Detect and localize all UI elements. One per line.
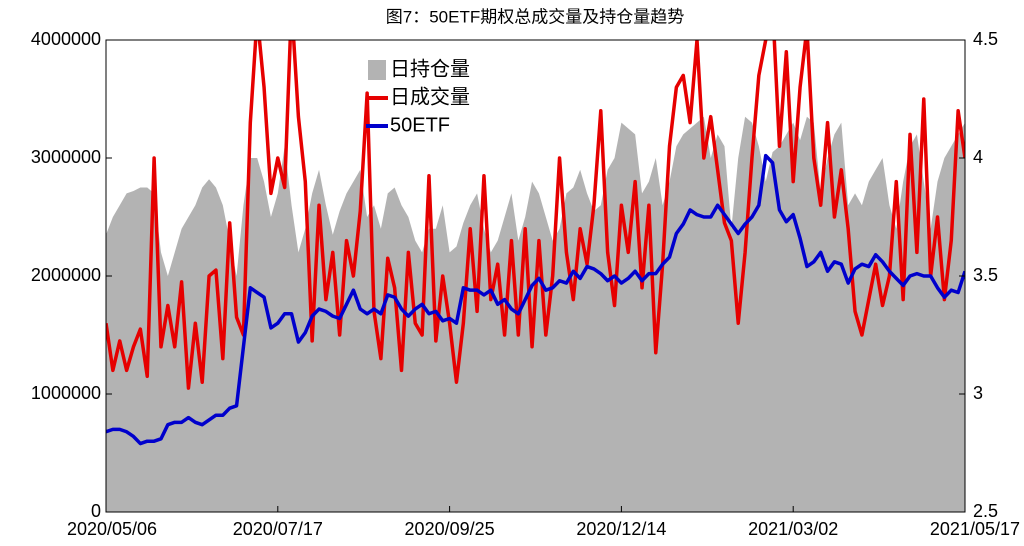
y-tick-label: 3000000 (31, 147, 101, 167)
plot-area (106, 40, 965, 512)
y2-tick-label: 3 (973, 383, 983, 403)
legend-swatch (368, 60, 386, 80)
x-tick-label: 2020/07/17 (233, 519, 323, 539)
legend-label: 日持仓量 (390, 57, 470, 80)
x-tick-label: 2021/05/17 (930, 519, 1020, 539)
y-tick-label: 0 (91, 501, 101, 521)
x-tick-label: 2020/09/25 (405, 519, 495, 539)
x-tick-label: 2020/12/14 (576, 519, 666, 539)
y-tick-label: 2000000 (31, 265, 101, 285)
legend-label: 50ETF (390, 114, 450, 136)
x-tick-label: 2021/03/02 (748, 519, 838, 539)
y2-tick-label: 3.5 (973, 265, 998, 285)
y2-tick-label: 2.5 (973, 501, 998, 521)
y2-tick-label: 4 (973, 147, 983, 167)
legend-label: 日成交量 (390, 85, 470, 108)
x-tick-label: 2020/05/06 (67, 519, 157, 539)
y2-tick-label: 4.5 (973, 29, 998, 49)
y-tick-label: 4000000 (31, 29, 101, 49)
chart-title: 图7：50ETF期权总成交量及持仓量趋势 (386, 7, 684, 26)
y-tick-label: 1000000 (31, 383, 101, 403)
line (106, 40, 965, 390)
line (106, 153, 965, 446)
